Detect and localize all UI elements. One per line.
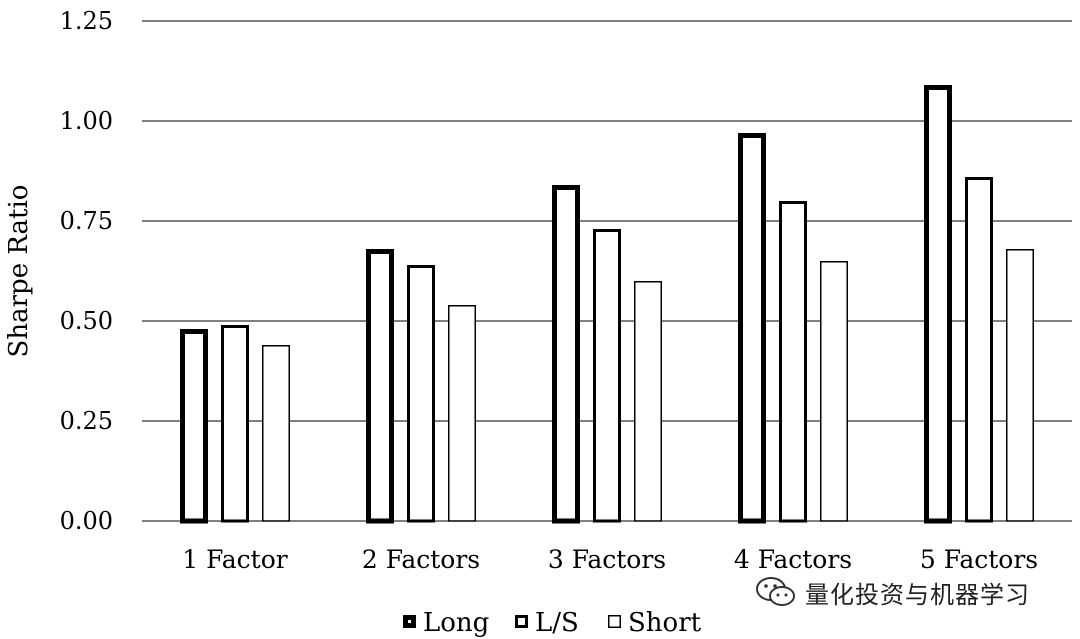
legend-swatch-long [403,615,416,628]
watermark-text: 量化投资与机器学习 [805,580,1030,609]
y-tick-label: 0.25 [60,407,113,435]
legend-label: L/S [535,608,579,638]
bar-ls-5 [965,177,993,523]
legend-swatch-ls [515,615,528,628]
x-axis-categories: 1 Factor 2 Factors 3 Factors 4 Factors 5 Fac… [182,545,1038,574]
y-tick-label: 0.75 [60,207,113,235]
bar-long-5 [924,85,952,524]
y-tick-label: 1.25 [60,7,113,35]
x-category-label: 4 Factors [734,545,852,574]
legend-swatch-short [608,615,621,628]
bar-long-2 [366,249,394,524]
bar-long-4 [738,133,766,524]
bar-long-3 [552,185,580,524]
bar-ls-1 [221,325,249,523]
y-tick-label: 0.00 [60,507,113,535]
watermark: 量化投资与机器学习 [755,574,1030,610]
bar-short-2 [448,305,476,522]
bars [180,85,1034,524]
bar-short-4 [820,261,848,522]
wechat-icon [756,577,795,606]
legend-label: Long [423,608,489,638]
y-axis-title: Sharpe Ratio [4,185,34,358]
bar-ls-3 [593,229,621,523]
bar-long-1 [180,329,208,524]
y-tick-label: 1.00 [60,107,113,135]
bar-short-1 [262,345,290,522]
bar-short-3 [634,281,662,522]
x-category-label: 2 Factors [362,545,480,574]
bar-ls-4 [779,201,807,523]
bar-ls-2 [407,265,435,523]
y-tick-label: 0.50 [60,307,113,335]
bar-short-5 [1006,249,1034,522]
y-axis-ticks: 0.00 0.25 0.50 0.75 1.00 1.25 [60,7,113,535]
x-category-label: 3 Factors [548,545,666,574]
legend-label: Short [628,608,702,638]
legend: Long L/S Short [403,608,702,638]
x-category-label: 1 Factor [182,545,288,574]
x-category-label: 5 Factors [920,545,1038,574]
